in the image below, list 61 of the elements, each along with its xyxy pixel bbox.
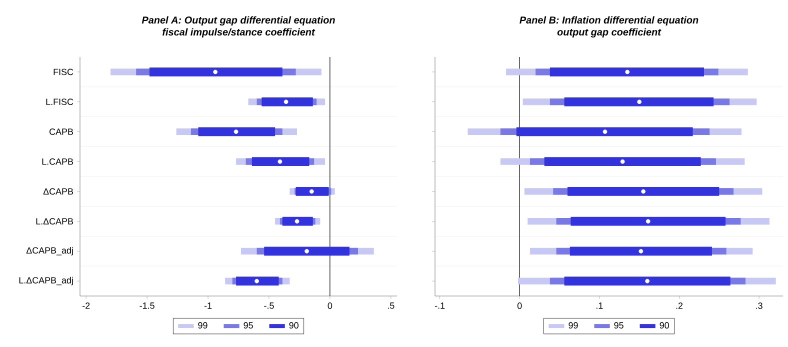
x-tick-label: -.1 xyxy=(434,302,445,309)
bar xyxy=(149,67,282,76)
bar xyxy=(550,67,704,76)
legend-label: 95 xyxy=(614,322,624,329)
point xyxy=(602,129,608,134)
legend-label: 90 xyxy=(660,322,669,329)
legend-label: 99 xyxy=(198,322,208,329)
y-tick-label: FISC xyxy=(54,68,74,76)
point xyxy=(641,189,646,194)
x-tick-label: -2 xyxy=(82,302,90,309)
y-tick-label: ΔCAPB xyxy=(43,188,74,195)
x-tick-label: .2 xyxy=(676,302,683,309)
point xyxy=(254,278,259,284)
bar xyxy=(564,97,714,106)
point xyxy=(213,70,218,74)
bar xyxy=(264,246,350,256)
point xyxy=(309,189,314,194)
point xyxy=(234,129,238,134)
x-tick-label: .3 xyxy=(756,302,762,309)
bar xyxy=(516,127,693,136)
bar xyxy=(236,276,279,286)
x-tick-label: .1 xyxy=(596,302,603,309)
point xyxy=(620,159,625,164)
y-tick-label: ΔCAPB_adj xyxy=(26,247,73,256)
y-tick-label: L.ΔCAPB_adj xyxy=(19,276,73,286)
point xyxy=(637,100,642,104)
point xyxy=(638,248,644,254)
bar xyxy=(568,186,720,196)
bar xyxy=(262,97,313,106)
chart-subtitle: output gap coefficient xyxy=(557,28,662,38)
bar xyxy=(570,246,712,256)
bar xyxy=(198,127,276,136)
x-tick-label: .5 xyxy=(388,302,394,309)
chart-subtitle: fiscal impulse/stance coefficient xyxy=(162,28,316,38)
chart-title: Panel A: Output gap differential equation xyxy=(142,16,335,26)
point xyxy=(304,248,309,254)
y-tick-label: L.ΔCAPB xyxy=(36,218,74,224)
x-tick-label: -.5 xyxy=(264,302,274,309)
x-tick-label: 0 xyxy=(517,302,522,309)
bar xyxy=(252,157,310,166)
point xyxy=(284,100,288,104)
y-tick-label: L.CAPB xyxy=(42,158,74,165)
x-tick-label: -1 xyxy=(204,302,212,309)
point xyxy=(646,219,650,224)
bar xyxy=(296,186,329,196)
point xyxy=(278,159,282,164)
point xyxy=(645,278,650,284)
point xyxy=(625,70,630,74)
x-tick-label: -1.5 xyxy=(140,302,154,309)
x-tick-label: 0 xyxy=(328,302,332,309)
bar xyxy=(282,216,313,226)
legend-label: 90 xyxy=(289,322,298,329)
bar xyxy=(564,276,730,286)
legend-label: 99 xyxy=(568,322,578,329)
bar xyxy=(570,216,726,226)
point xyxy=(294,219,300,224)
legend-label: 95 xyxy=(244,322,253,329)
bar xyxy=(544,157,701,166)
chart-title: Panel B: Inflation differential equation xyxy=(520,16,698,26)
y-tick-label: CAPB xyxy=(50,128,74,135)
y-tick-label: L.FISC xyxy=(46,98,74,105)
